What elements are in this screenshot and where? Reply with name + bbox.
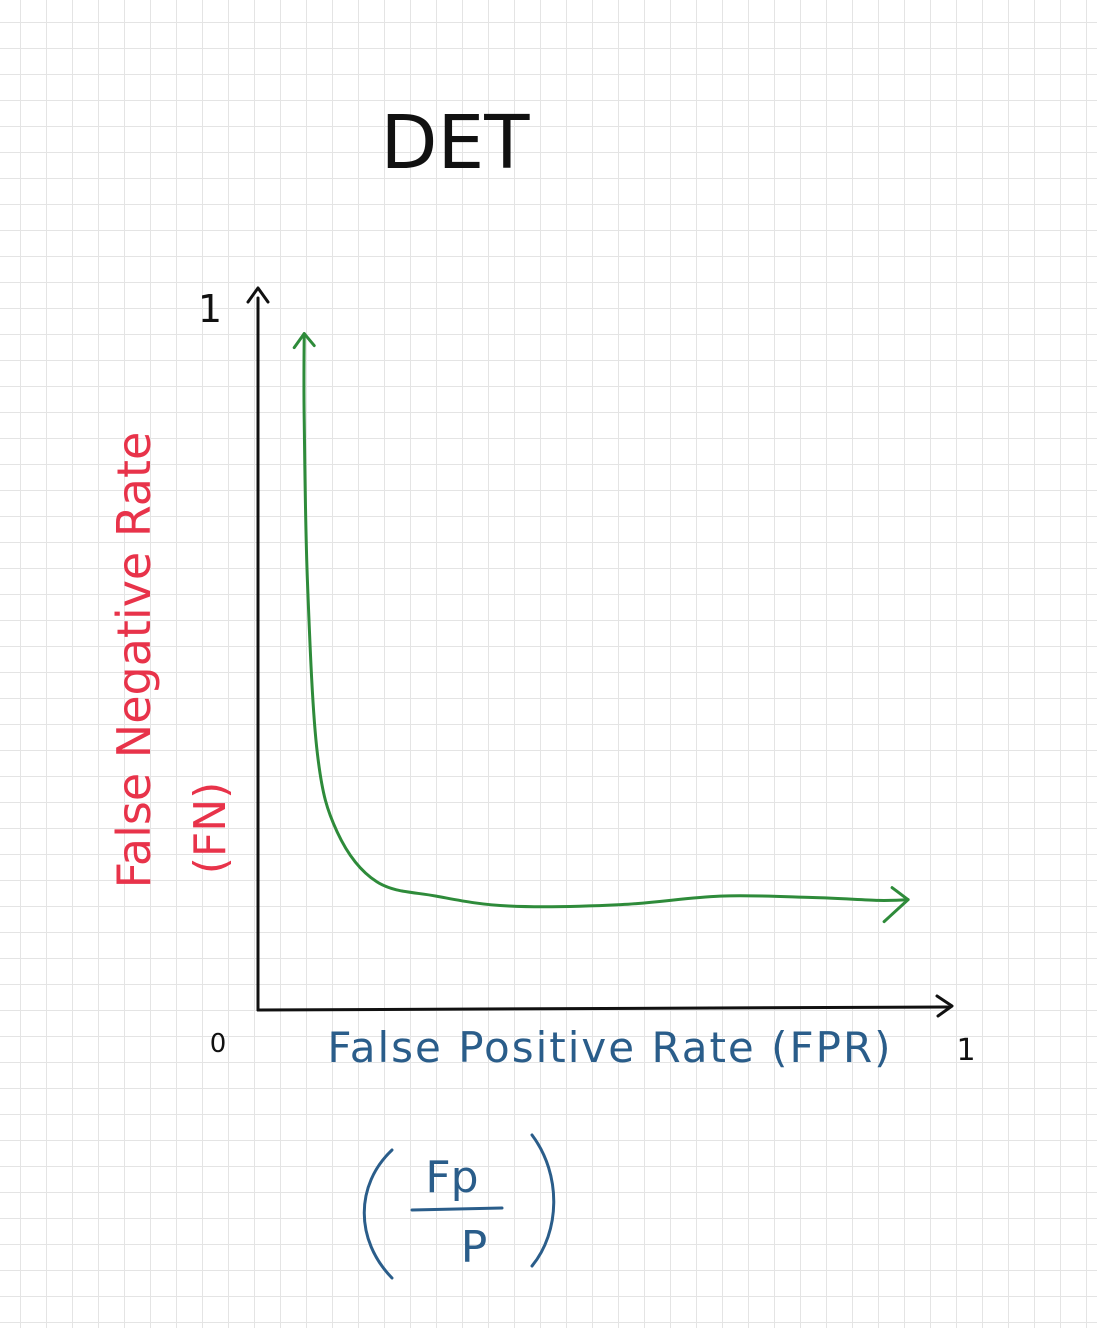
formula-left-paren (362, 1148, 394, 1280)
det-curve-end-arrow-icon (882, 886, 910, 924)
formula-denominator: P (461, 1222, 488, 1273)
x-axis-arrow-icon (935, 994, 954, 1018)
det-curve-series (292, 332, 910, 924)
y-tick-label-1: 1 (198, 287, 222, 331)
y-axis-arrow-icon (246, 286, 270, 304)
x-tick-label-0: 0 (210, 1029, 227, 1059)
formula-right-paren (530, 1133, 556, 1268)
det-curve-start-arrow-icon (292, 332, 316, 350)
formula-fraction-bar (410, 1206, 504, 1212)
x-axis-line (256, 1005, 950, 1012)
x-axis-label: False Positive Rate (FPR) (327, 1023, 892, 1072)
y-axis-label: False Negative Rate (107, 432, 161, 889)
formula-numerator: Fp (425, 1152, 478, 1203)
y-axis-label-abbrev: (FN) (185, 782, 236, 875)
det-curve-line (302, 332, 910, 909)
x-tick-label-1: 1 (956, 1033, 975, 1068)
chart-title: DET (381, 100, 531, 186)
